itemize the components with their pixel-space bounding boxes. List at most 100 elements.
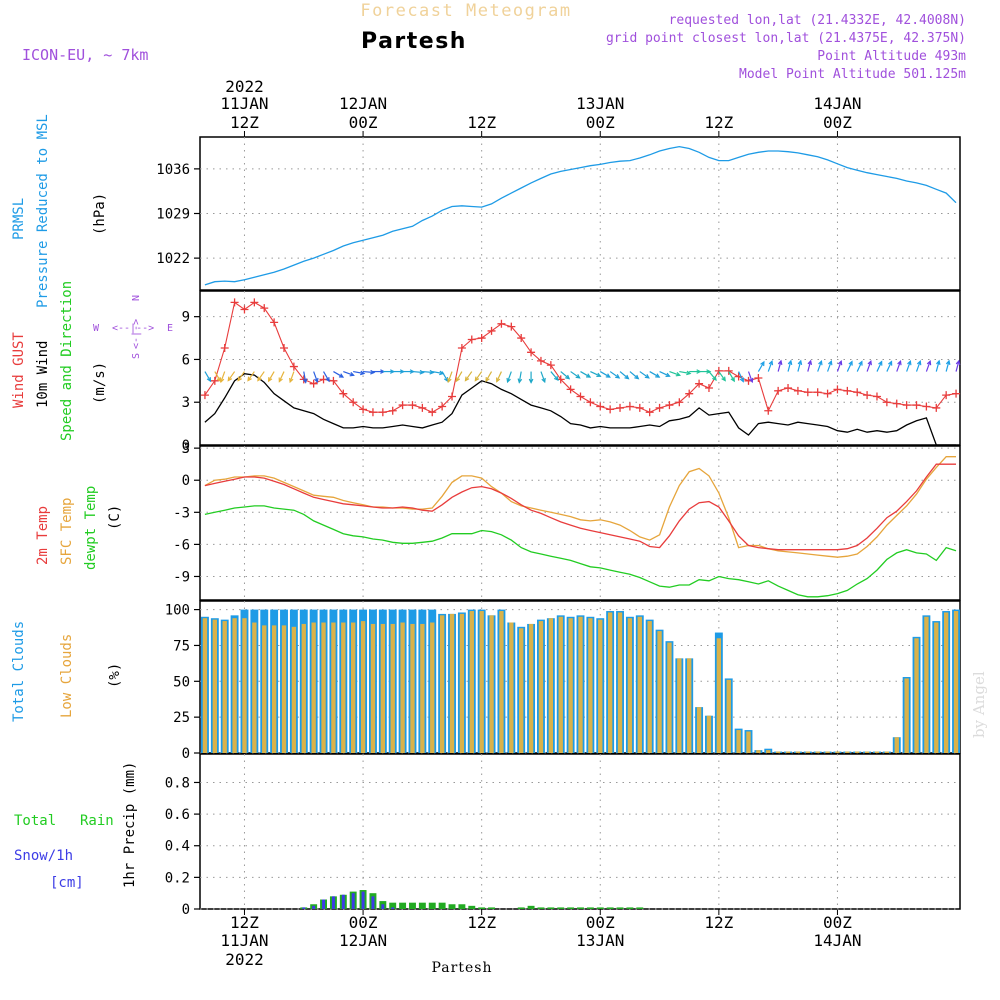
gust-marker <box>398 401 407 410</box>
wind-arrow-head <box>338 373 345 378</box>
wind-arrow-head <box>289 377 294 384</box>
wind-arrow-head <box>464 376 470 382</box>
gust-marker <box>586 398 595 407</box>
wind-arrow-head <box>807 359 813 365</box>
gust-marker <box>329 376 338 385</box>
wind-arrow <box>247 371 255 381</box>
wind-arrow <box>590 371 601 377</box>
wind-arrow-head <box>349 371 355 377</box>
low-cloud-bar <box>222 621 227 753</box>
wind-arrow <box>945 360 950 372</box>
low-cloud-bar <box>242 618 247 753</box>
compass-n: N <box>131 295 142 301</box>
gust-marker <box>477 334 486 343</box>
bottom-axis-hour: 12Z <box>704 913 733 932</box>
low-cloud-bar <box>637 616 642 753</box>
wind-arrow <box>955 360 960 372</box>
wind-arrow <box>441 371 449 382</box>
wind-arrow-head <box>585 373 592 378</box>
snow-bar <box>391 907 395 909</box>
wind-arrow-head <box>575 374 581 379</box>
cloud-ytick-label: 25 <box>173 710 190 726</box>
gust-marker <box>349 398 358 407</box>
low-cloud-bar <box>479 611 484 753</box>
wind-arrow-head <box>314 377 319 384</box>
low-cloud-bar <box>805 751 810 753</box>
wind-arrow <box>896 361 902 372</box>
low-cloud-bar <box>301 623 306 753</box>
cloud-panel: 0 25 50 75 100 <box>165 600 961 762</box>
low-cloud-bar <box>341 622 346 753</box>
gust-marker <box>408 401 417 410</box>
low-cloud-bar <box>874 751 880 753</box>
temp-ytick-label: 0 <box>182 473 190 489</box>
wind-arrow <box>817 361 823 372</box>
low-cloud-bar <box>627 618 633 753</box>
rain-bar <box>626 907 634 909</box>
wind-arrow-head <box>878 360 883 366</box>
sfc-label: SFC Temp <box>59 498 75 565</box>
wind-arrow-head <box>665 372 671 377</box>
gust-marker <box>882 398 891 407</box>
low-cloud-bar <box>311 622 316 753</box>
low-cloud-bar <box>795 751 801 753</box>
low-cloud-bar <box>726 679 731 753</box>
low-cloud-bar <box>380 623 386 753</box>
wind-arrow <box>935 360 940 372</box>
top-axis-year: 2022 <box>225 77 264 96</box>
rain-bar <box>557 907 565 909</box>
gust-marker <box>675 398 684 407</box>
gust-marker <box>527 348 536 357</box>
rain-bar <box>418 902 426 909</box>
gust-marker <box>280 344 289 353</box>
gust-marker <box>952 389 961 398</box>
bottom-axis-date: 11JAN <box>220 931 268 950</box>
low-cloud-bar <box>835 751 840 753</box>
wind-arrow <box>313 371 318 383</box>
low-cloud-bar <box>775 751 781 753</box>
gust-marker <box>724 366 733 375</box>
bottom-axis-hour: 12Z <box>230 913 259 932</box>
gust-marker <box>665 401 674 410</box>
low-cloud-bar <box>489 615 494 753</box>
compass-we-arrows: <--|--> <box>112 323 154 334</box>
gust-marker <box>793 386 802 395</box>
gust-marker <box>359 405 368 414</box>
wind-unit: (m/s) <box>92 362 108 404</box>
pressure-line <box>204 145 957 286</box>
wind-arrow-head <box>447 377 452 384</box>
compass-e: E <box>167 323 173 334</box>
product-title: Forecast Meteogram <box>360 1 571 21</box>
top-axis-hour: 12Z <box>467 113 496 132</box>
wind-arrow <box>214 371 221 382</box>
low-cloud-bar <box>360 621 366 753</box>
wind-arrow-head <box>596 372 602 377</box>
low-cloud-bar <box>262 625 267 753</box>
low-cloud-bar <box>706 715 712 753</box>
wind-arrow-head <box>227 376 233 382</box>
wind-ytick-label: 3 <box>182 395 190 411</box>
rain-bar <box>596 907 604 909</box>
requested-coords: requested lon,lat (21.4332E, 42.4008N) <box>669 13 966 28</box>
wind-arrow-head <box>278 377 283 383</box>
temp-ytick-label: 3 <box>182 441 190 457</box>
gust-marker <box>704 383 713 392</box>
gust-marker <box>487 326 496 335</box>
footer-station: Partesh <box>432 960 493 976</box>
wind-arrow <box>906 361 911 372</box>
gust-marker <box>270 318 279 327</box>
low-cloud-bar <box>736 730 741 753</box>
gust-label: Wind GUST <box>11 332 27 408</box>
wind-arrow <box>787 360 792 372</box>
snow-bar <box>322 899 326 909</box>
gust-marker <box>843 386 852 395</box>
gust-marker <box>289 362 298 371</box>
wind-arrow-head <box>686 370 692 376</box>
gust-marker <box>606 405 615 414</box>
total-cloud-label: Total Clouds <box>11 621 27 722</box>
rain-bar <box>567 907 575 909</box>
wind-arrow-head <box>541 377 546 384</box>
t2m-line <box>204 463 956 551</box>
wind-arrow-head <box>219 377 225 384</box>
